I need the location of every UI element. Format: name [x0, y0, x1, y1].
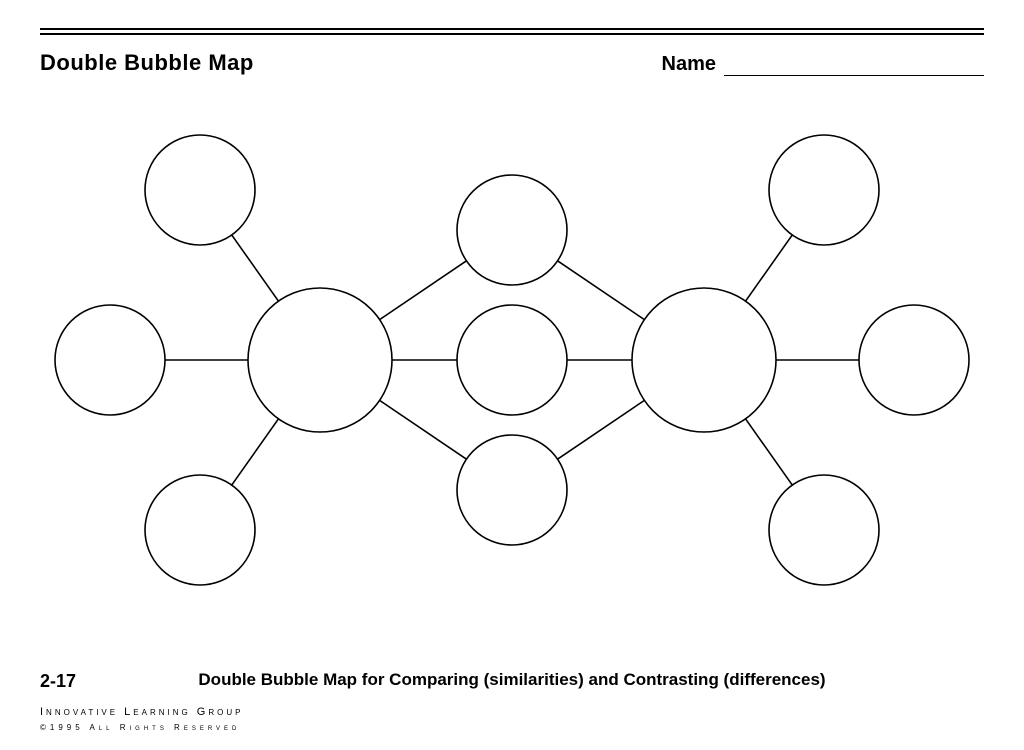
top-rule-2 — [40, 33, 984, 35]
name-field: Name — [662, 53, 984, 76]
bubble-midBottom[interactable] — [457, 435, 567, 545]
edge-rightMain-rightBottom — [746, 419, 793, 485]
header: Double Bubble Map Name — [40, 50, 984, 76]
footer-rights: ©1995 All Rights Reserved — [40, 723, 240, 732]
worksheet-page: Double Bubble Map Name 2-17 Double Bubbl… — [0, 0, 1024, 750]
edge-leftMain-leftTop — [232, 235, 279, 301]
edge-rightMain-rightTop — [746, 235, 793, 301]
bubble-leftMain[interactable] — [248, 288, 392, 432]
name-label: Name — [662, 53, 716, 76]
edge-rightMain-midBottom — [558, 400, 645, 459]
edge-rightMain-midTop — [558, 261, 645, 320]
footer-publisher: Innovative Learning Group — [40, 706, 243, 718]
bubble-rightMid[interactable] — [859, 305, 969, 415]
diagram-caption: Double Bubble Map for Comparing (similar… — [0, 670, 1024, 690]
page-title: Double Bubble Map — [40, 50, 254, 76]
diagram-svg — [0, 100, 1024, 620]
bubble-leftMid[interactable] — [55, 305, 165, 415]
bubble-leftBottom[interactable] — [145, 475, 255, 585]
top-rule-1 — [40, 28, 984, 30]
name-blank-line[interactable] — [724, 55, 984, 76]
edge-leftMain-leftBottom — [232, 419, 279, 485]
bubble-rightTop[interactable] — [769, 135, 879, 245]
bubble-rightBottom[interactable] — [769, 475, 879, 585]
bubble-rightMain[interactable] — [632, 288, 776, 432]
edge-leftMain-midTop — [380, 261, 467, 320]
edge-leftMain-midBottom — [380, 400, 467, 459]
bubble-leftTop[interactable] — [145, 135, 255, 245]
bubble-midTop[interactable] — [457, 175, 567, 285]
bubble-midCenter[interactable] — [457, 305, 567, 415]
double-bubble-diagram — [0, 100, 1024, 620]
